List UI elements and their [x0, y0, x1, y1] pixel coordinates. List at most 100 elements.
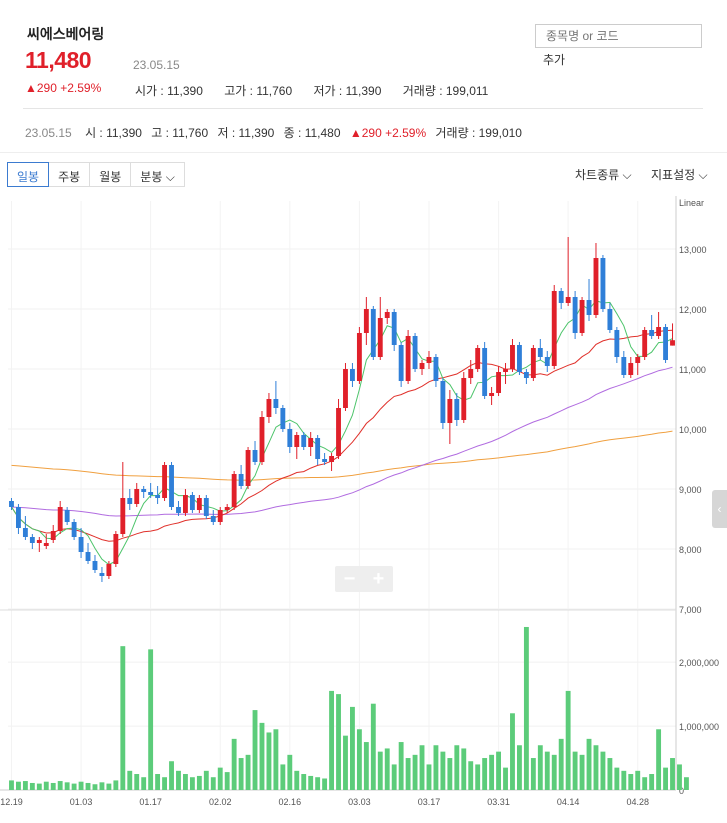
candle-body [391, 312, 397, 345]
volume-bar [579, 754, 585, 790]
candle-body [663, 327, 668, 360]
candle-body [113, 534, 119, 564]
candle-body [238, 474, 244, 486]
chevron-down-icon: ⌵ [165, 170, 175, 184]
x-tick-label: 04.14 [557, 797, 580, 807]
tab-weekly[interactable]: 주봉 [48, 162, 91, 187]
volume-bar [489, 754, 495, 790]
candle-body [78, 537, 84, 552]
volume-bar [169, 761, 174, 790]
zoom-out-button[interactable]: − [343, 568, 356, 590]
candle-body [614, 330, 620, 357]
tab-monthly[interactable]: 월봉 [89, 162, 132, 187]
candle-body [635, 357, 641, 363]
volume-bar [405, 758, 411, 790]
volume-bar [106, 783, 112, 790]
volume-bar [127, 770, 133, 790]
volume-bar [92, 784, 98, 790]
chevron-left-icon[interactable]: ‹ [712, 490, 727, 528]
volume-bar [266, 732, 272, 790]
volume-bar [600, 751, 606, 790]
ma5-line [11, 300, 673, 566]
candle-body [419, 363, 425, 369]
volume-bar [294, 770, 300, 790]
volume-bar [593, 745, 599, 790]
summary-change: ▲290 +2.59% [349, 126, 427, 140]
candle-body [280, 408, 286, 429]
volume-bar [273, 729, 279, 790]
candle-body [468, 369, 474, 378]
tab-minute[interactable]: 분봉 ⌵ [130, 162, 185, 187]
price-tick-label: 7,000 [679, 605, 702, 615]
volume-bar [16, 781, 21, 790]
volume-bar [572, 751, 578, 790]
candle-body [301, 435, 307, 447]
candle-body [475, 348, 481, 369]
price-tick-label: 8,000 [679, 545, 702, 555]
low-price: 저가 : 11,390 [313, 84, 382, 98]
chart-svg[interactable]: 7,000 8,000 9,000 10,000 11,000 12,000 13,000 0… [0, 196, 727, 818]
volume-bar [64, 782, 70, 790]
indicator-settings-button[interactable]: 지표설정 ⌵ [651, 166, 708, 183]
volume-bar [558, 738, 564, 790]
summary-open: 시 : 11,390 [85, 126, 142, 140]
volume-bar [162, 777, 167, 790]
volume-bar [635, 770, 641, 790]
x-tick-label: 02.02 [209, 797, 232, 807]
chevron-down-icon: ⌵ [622, 168, 632, 182]
x-tick-label: 02.16 [279, 797, 302, 807]
candle-body [9, 501, 14, 507]
stock-name: 씨에스베어링 [27, 26, 105, 42]
volume-bar [78, 781, 84, 790]
volume-bar [468, 761, 474, 790]
stock-chart[interactable]: 7,000 8,000 9,000 10,000 11,000 12,000 13,000 0… [0, 196, 727, 818]
volume-bar [621, 770, 627, 790]
candle-body [245, 450, 251, 486]
volume-bar [336, 694, 341, 790]
volume-bar [9, 780, 14, 790]
search-input[interactable] [535, 24, 702, 48]
candle-body [162, 465, 167, 498]
volume-bar [238, 758, 244, 790]
volume-bar [586, 738, 592, 790]
volume-bar [308, 775, 314, 790]
zoom-in-button[interactable]: + [372, 568, 385, 590]
candle-body [217, 510, 223, 522]
volume-bar [614, 767, 620, 790]
open-price: 시가 : 11,390 [135, 84, 203, 98]
candle-body [203, 498, 209, 516]
candle-body [426, 357, 432, 363]
candle-body [106, 564, 112, 576]
volume-bar [496, 751, 501, 790]
volume-bar [217, 767, 223, 790]
candle-body [523, 372, 529, 378]
price-tick-label: 10,000 [679, 425, 707, 435]
volume-tick-label: 1,000,000 [679, 722, 719, 732]
candle-body [537, 348, 543, 357]
add-button[interactable]: 추가 [543, 53, 566, 67]
candle-body [308, 438, 314, 447]
volume-bar [475, 764, 481, 790]
candle-body [503, 369, 508, 372]
volume-bar [607, 758, 613, 790]
candle-body [343, 369, 348, 408]
tab-daily[interactable]: 일봉 [7, 162, 50, 187]
volume-bar [433, 745, 439, 790]
chart-type-button[interactable]: 차트종류 ⌵ [575, 166, 632, 183]
candle-body [189, 495, 195, 510]
candle-body [196, 498, 202, 510]
volume-bar [461, 748, 467, 790]
volume-bar [503, 767, 508, 790]
volume-bar [43, 781, 49, 790]
candle-body [43, 543, 49, 546]
ohlc-summary: 시가 : 11,390 고가 : 11,760 저가 : 11,390 거래량 … [135, 82, 506, 99]
candle-body [517, 345, 522, 372]
volume-bar [510, 713, 515, 790]
candle-body [273, 399, 279, 408]
candle-body [496, 372, 501, 393]
summary-volume: 거래량 : 199,010 [435, 126, 522, 140]
volume-bar [231, 738, 237, 790]
volume-bar [454, 745, 460, 790]
x-tick-label: 01.03 [70, 797, 93, 807]
candle-body [92, 561, 98, 570]
